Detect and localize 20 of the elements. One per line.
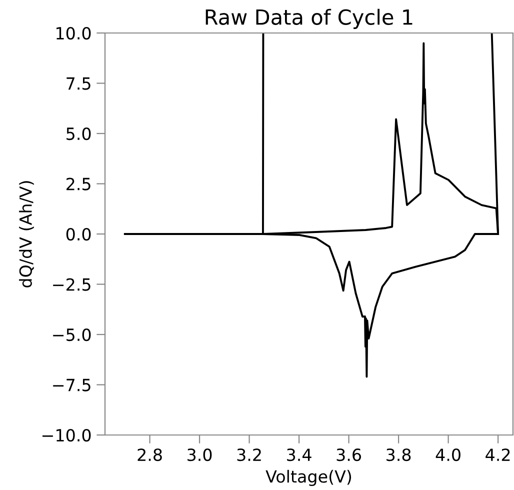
x-tick-label: 3.0 (188, 448, 212, 462)
y-tick-label: 5.0 (66, 127, 91, 140)
x-tick-label: 3.8 (386, 448, 411, 462)
y-tick-label: 7.5 (66, 77, 90, 90)
x-tick-label: 4.0 (436, 448, 460, 462)
y-tick-label: 10.0 (56, 26, 91, 40)
chart-title: Raw Data of Cycle 1 (206, 8, 412, 29)
y-tick-label: −2.5 (53, 278, 90, 291)
y-tick-label: −5.0 (53, 328, 91, 342)
y-axis-title: dQ/dV (Ah/V) (19, 181, 34, 288)
x-axis-title: Voltage(V) (266, 470, 352, 486)
x-tick-label: 4.2 (486, 448, 510, 461)
y-tick-label: 2.5 (66, 178, 90, 190)
x-tick-label: 3.6 (336, 448, 361, 462)
x-tick-label: 3.4 (287, 448, 312, 462)
y-tick-label: −7.5 (53, 378, 90, 392)
y-tick-label: −10.0 (42, 428, 91, 442)
x-tick-label: 3.2 (237, 448, 261, 462)
y-tick-label: 0.0 (66, 228, 91, 241)
x-tick-label: 2.8 (138, 448, 162, 462)
